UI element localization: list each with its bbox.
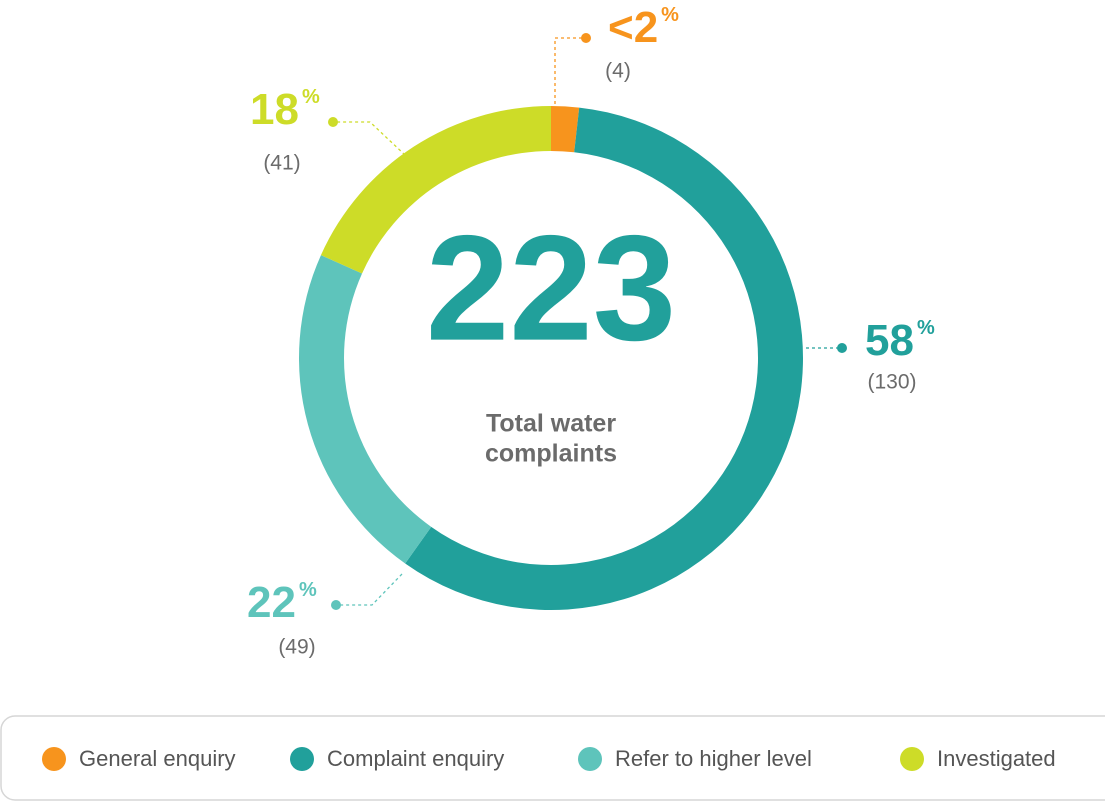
percent-unit: % (302, 86, 320, 108)
donut-slice (320, 106, 551, 274)
center-label: Total water (486, 410, 616, 438)
center-label: complaints (485, 440, 617, 468)
percent-value: 58 (865, 316, 914, 365)
donut-slice (298, 255, 432, 564)
callout-dot (331, 600, 341, 610)
percent-label: <2% (608, 3, 679, 52)
center-total: 223 (426, 204, 676, 372)
callout-dot (328, 117, 338, 127)
percent-label: 58% (865, 316, 935, 365)
percent-value: 18 (250, 85, 299, 134)
count-label: (49) (278, 636, 315, 659)
legend-swatch (42, 747, 66, 771)
legend-label: Refer to higher level (615, 746, 812, 771)
legend-swatch (578, 747, 602, 771)
legend-label: Complaint enquiry (327, 746, 504, 771)
count-label: (41) (263, 152, 300, 175)
legend-box (0, 715, 1105, 801)
percent-value: 22 (247, 578, 296, 627)
percent-unit: % (299, 579, 317, 601)
percent-unit: % (661, 4, 679, 26)
donut-slice (405, 107, 803, 610)
legend-swatch (900, 747, 924, 771)
percent-value: <2 (608, 3, 658, 52)
donut-slice (551, 106, 580, 153)
legend-label: General enquiry (79, 746, 236, 771)
legend-label: Investigated (937, 746, 1056, 771)
callout-dot (837, 343, 847, 353)
percent-label: 22% (247, 578, 317, 627)
callout-line (333, 121, 406, 156)
legend-swatch (290, 747, 314, 771)
callout-line (336, 573, 403, 606)
count-label: (130) (867, 371, 916, 394)
percent-unit: % (917, 317, 935, 339)
percent-label: 18% (250, 85, 320, 134)
callout-dot (581, 33, 591, 43)
count-label: (4) (605, 60, 631, 83)
callout-line (554, 37, 586, 110)
